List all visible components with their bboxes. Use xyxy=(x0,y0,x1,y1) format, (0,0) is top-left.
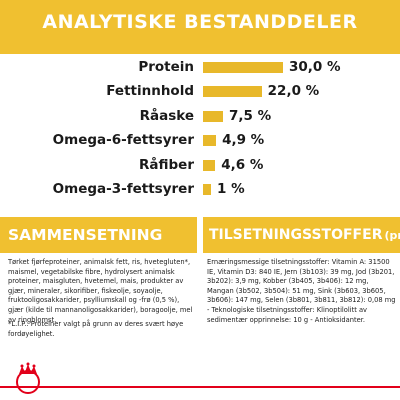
nutrient-bar xyxy=(203,159,216,171)
composition-footnote: *L.I.P.: Proteiner valgt på grunn av der… xyxy=(8,320,184,338)
nutrient-value: 1 % xyxy=(217,181,245,197)
page-title: ANALYTISKE BESTANDDELER xyxy=(42,11,358,33)
additives-unit: (pr. kg) xyxy=(384,228,400,242)
nutrient-row: Råaske 7,5 % xyxy=(0,106,400,128)
brand-red-line xyxy=(0,386,400,388)
royal-canin-crown-logo xyxy=(8,360,48,396)
nutrient-row: Omega-3-fettsyrer 1 % xyxy=(0,179,400,201)
nutrient-row: Omega-6-fettsyrer 4,9 % xyxy=(0,130,400,152)
header-banner xyxy=(0,0,400,54)
nutrient-label: Protein xyxy=(138,59,194,75)
nutrient-label: Fettinnhold xyxy=(106,83,194,100)
composition-title: SAMMENSETNING xyxy=(8,226,163,244)
nutrient-label: Omega-6-fettsyrer xyxy=(52,132,194,149)
nutrient-bar xyxy=(203,135,217,147)
nutrient-label: Råaske xyxy=(139,107,194,124)
nutrient-row: Fettinnhold 22,0 % xyxy=(0,81,400,103)
nutrient-label: Råfiber xyxy=(139,156,194,173)
nutrient-bar xyxy=(203,110,223,122)
nutrient-bar xyxy=(203,86,262,98)
nutrient-bar xyxy=(203,184,211,195)
nutrient-value: 4,6 % xyxy=(221,156,264,173)
nutrient-value: 7,5 % xyxy=(229,107,272,124)
nutrient-row: Råfiber 4,6 % xyxy=(0,155,400,177)
additives-text: Ernæringsmessige tilsetningsstoffer: Vit… xyxy=(207,258,396,324)
additives-header: TILSETNINGSSTOFFER (pr. kg) xyxy=(203,217,400,253)
nutrient-value: 30,0 % xyxy=(289,59,341,75)
nutrient-value: 4,9 % xyxy=(222,132,265,149)
composition-header: SAMMENSETNING xyxy=(0,217,197,253)
composition-text: Tørket fjørfeproteiner, animalsk fett, r… xyxy=(8,258,193,324)
nutrient-bar xyxy=(203,62,283,73)
nutrient-row: Protein 30,0 % xyxy=(0,57,400,79)
nutrient-value: 22,0 % xyxy=(267,83,320,100)
additives-title: TILSETNINGSSTOFFER xyxy=(209,227,383,243)
nutrient-label: Omega-3-fettsyrer xyxy=(52,181,194,197)
